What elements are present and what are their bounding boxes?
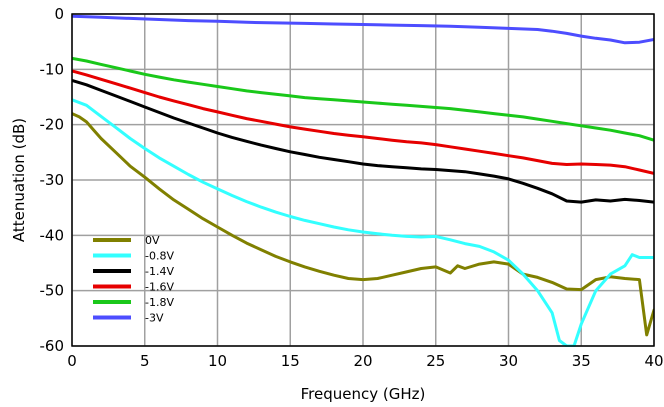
plot-frame [71,13,655,347]
legend-label-4: -1.8V [145,296,174,309]
legend: 0V -0.8V -1.4V -1.6V -1.8V -3V [93,234,174,325]
x-tick-label: 10 [208,352,227,370]
y-tick-label: -50 [40,282,65,300]
x-tick-label: 40 [644,352,663,370]
legend-label-1: -0.8V [145,250,174,263]
series-line-2 [72,78,654,204]
y-tick-label: -10 [40,60,65,78]
tick-labels: 0 5 10 15 20 25 30 35 40 0 -10 -20 -30 -40 -50 -60 [40,5,664,370]
x-axis-title: Frequency (GHz) [301,385,426,403]
y-tick-label: 0 [54,5,64,23]
x-tick-label: 20 [353,352,372,370]
y-tick-label: -30 [40,171,65,189]
y-tick-label: -40 [40,226,65,244]
series-line-5 [72,14,654,45]
x-tick-label: 35 [572,352,591,370]
series-lines [72,14,654,347]
legend-label-3: -1.6V [145,281,174,294]
x-tick-label: 25 [426,352,445,370]
series-line-0 [72,112,654,337]
legend-label-0: 0V [145,234,160,247]
x-tick-label: 30 [499,352,518,370]
y-tick-label: -20 [40,116,65,134]
y-tick-label: -60 [40,337,65,355]
series-line-4 [72,56,654,142]
x-tick-label: 5 [140,352,150,370]
x-tick-label: 15 [281,352,300,370]
legend-label-5: -3V [145,312,164,325]
y-axis-title: Attenuation (dB) [10,118,28,242]
legend-label-2: -1.4V [145,265,174,278]
x-tick-label: 0 [67,352,77,370]
series-line-3 [72,69,654,175]
